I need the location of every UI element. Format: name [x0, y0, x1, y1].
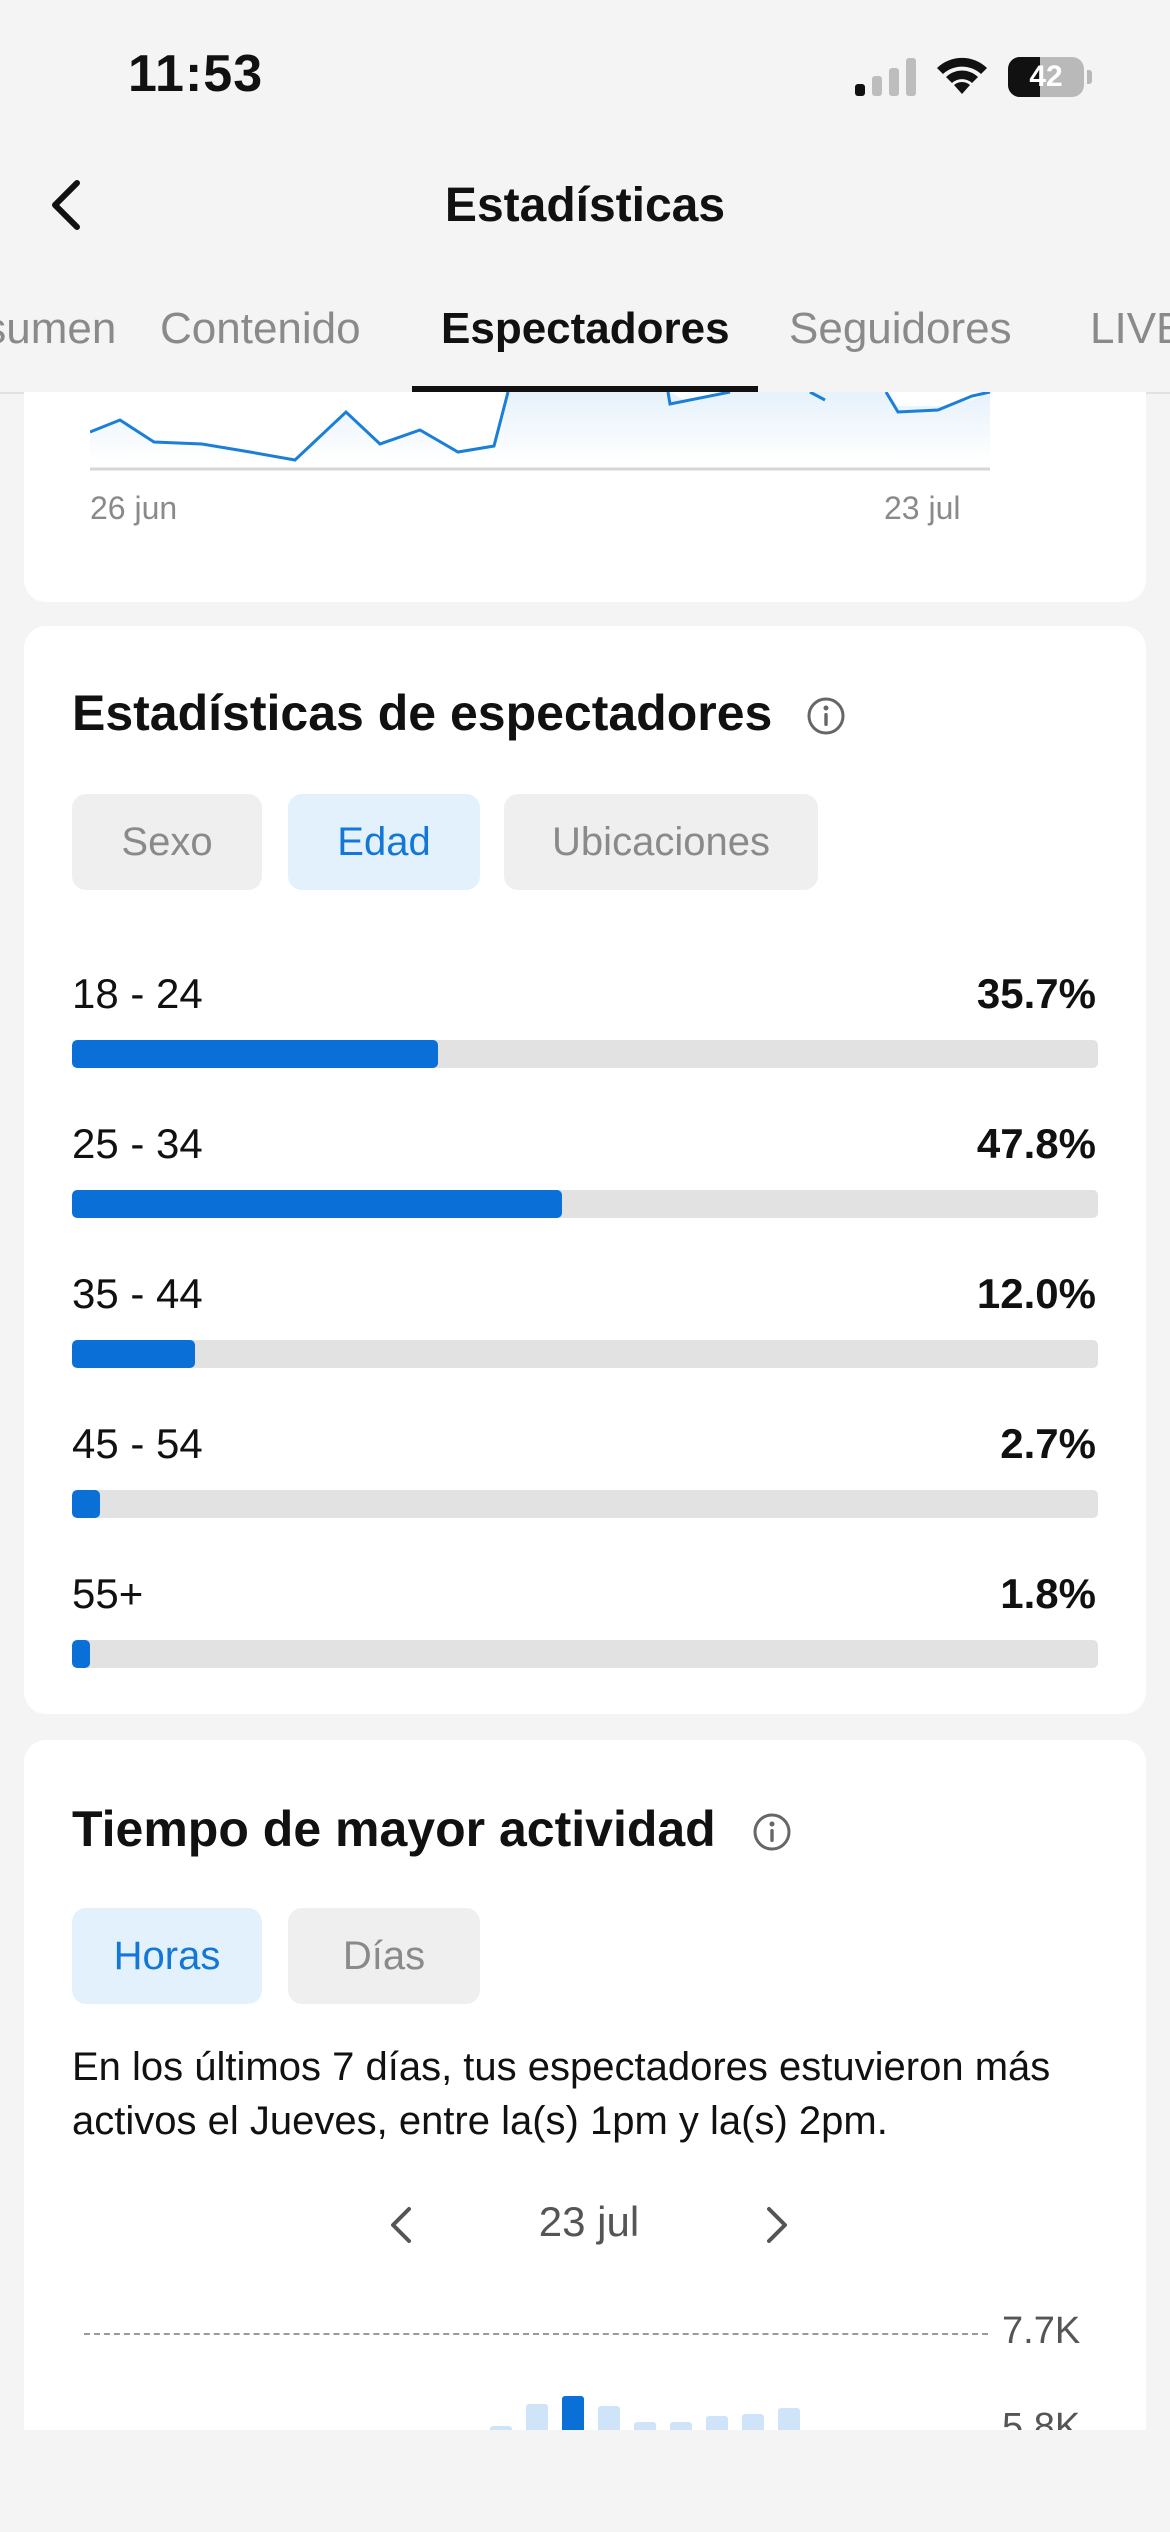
- y-axis-label-top: 7.7K: [1002, 2310, 1081, 2352]
- chevron-left-icon: [391, 2207, 411, 2243]
- age-group-percent: 47.8%: [976, 1120, 1096, 1167]
- age-bar-track: [72, 1040, 1098, 1068]
- age-bar-track: [72, 1490, 1098, 1518]
- battery-icon: 42: [1008, 57, 1092, 97]
- y-axis-label: 5.8K: [1002, 2406, 1081, 2430]
- views-line-chart: [90, 392, 991, 471]
- age-group-percent: 2.7%: [1000, 1420, 1096, 1467]
- hour-bar-peak: [562, 2396, 584, 2430]
- filter-ubicaciones[interactable]: Ubicaciones: [504, 794, 818, 890]
- age-bar-fill: [72, 1190, 563, 1218]
- chevron-right-icon: [767, 2207, 787, 2243]
- age-bar-track: [72, 1340, 1098, 1368]
- viewer-stats-title: Estadísticas de espectadores: [72, 685, 773, 741]
- viewer-stats-card: Estadísticas de espectadores Sexo Edad U…: [24, 626, 1146, 1714]
- page-title: Estadísticas: [444, 179, 726, 232]
- tab-live[interactable]: LIVE: [1090, 304, 1170, 353]
- date-navigator: 23 jul: [24, 2190, 1146, 2260]
- chart-end-date: 23 jul: [884, 490, 961, 526]
- age-group-percent: 12.0%: [976, 1270, 1096, 1317]
- tab-bar: Resumen Contenido Espectadores Seguidore…: [0, 300, 1170, 394]
- chart-gridline: [84, 2333, 988, 2335]
- hour-bar: [778, 2408, 800, 2430]
- age-group-label: 45 - 54: [72, 1420, 203, 1467]
- hour-bar: [598, 2406, 620, 2430]
- age-bar-track: [72, 1640, 1098, 1668]
- hour-bar: [670, 2422, 692, 2430]
- hour-bar: [742, 2414, 764, 2430]
- status-bar: 11:53 42: [0, 0, 1170, 150]
- chart-start-date: 26 jun: [90, 490, 178, 526]
- age-bar-track: [72, 1190, 1098, 1218]
- tab-resumen[interactable]: Resumen: [0, 304, 117, 353]
- info-icon[interactable]: [752, 1812, 792, 1852]
- cellular-signal-icon: [855, 58, 917, 96]
- status-time: 11:53: [128, 45, 264, 103]
- activity-card: Tiempo de mayor actividad Horas Días En …: [24, 1740, 1146, 2430]
- age-group-percent: 35.7%: [976, 970, 1096, 1017]
- filter-edad[interactable]: Edad: [288, 794, 480, 890]
- age-bar-fill: [72, 1640, 91, 1668]
- age-group-percent: 1.8%: [1000, 1570, 1096, 1617]
- previous-date-button[interactable]: [366, 2190, 436, 2260]
- battery-percent: 42: [1029, 60, 1063, 93]
- tab-seguidores[interactable]: Seguidores: [789, 304, 1012, 353]
- age-group-label: 25 - 34: [72, 1120, 203, 1167]
- filter-sexo[interactable]: Sexo: [72, 794, 262, 890]
- age-group-label: 18 - 24: [72, 970, 203, 1017]
- views-chart-card: 26 jun 23 jul: [24, 392, 1146, 602]
- activity-title: Tiempo de mayor actividad: [72, 1801, 716, 1857]
- hour-bar: [706, 2416, 728, 2430]
- activity-description: En los últimos 7 días, tus espectadores …: [72, 2045, 1051, 2143]
- tab-espectadores[interactable]: Espectadores: [441, 304, 730, 353]
- hourly-activity-bars: [490, 2360, 850, 2430]
- chevron-left-icon: [52, 180, 80, 230]
- info-icon[interactable]: [806, 696, 846, 736]
- filter-dias[interactable]: Días: [288, 1908, 480, 2004]
- age-bar-fill: [72, 1490, 100, 1518]
- current-date: 23 jul: [538, 2198, 640, 2245]
- hour-bar: [634, 2422, 656, 2430]
- hour-bar: [490, 2426, 512, 2430]
- wifi-icon: [937, 57, 987, 94]
- age-group-label: 55+: [72, 1570, 144, 1617]
- age-group-label: 35 - 44: [72, 1270, 203, 1317]
- active-tab-indicator: [412, 386, 758, 392]
- hour-bar: [526, 2404, 548, 2430]
- tab-contenido[interactable]: Contenido: [160, 304, 361, 353]
- age-bar-fill: [72, 1340, 196, 1368]
- back-button[interactable]: [30, 170, 100, 240]
- filter-horas[interactable]: Horas: [72, 1908, 262, 2004]
- age-bar-fill: [72, 1040, 439, 1068]
- next-date-button[interactable]: [742, 2190, 812, 2260]
